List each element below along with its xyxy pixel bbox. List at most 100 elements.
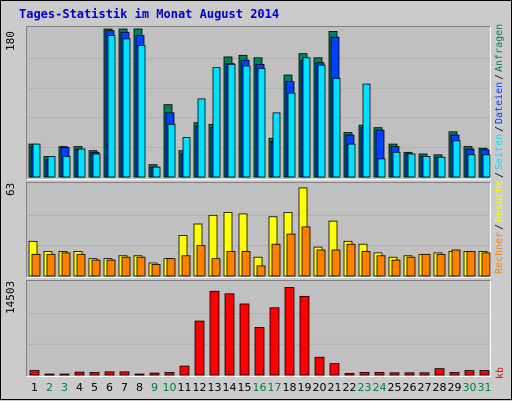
bar-rechner xyxy=(361,251,371,277)
x-tick-label: 5 xyxy=(91,381,98,394)
bar-rechner xyxy=(46,253,56,277)
x-tick-label: 26 xyxy=(402,381,417,394)
bar-rechner xyxy=(436,253,446,277)
bar-kb xyxy=(179,365,190,376)
x-tick-label: 29 xyxy=(447,381,462,394)
bar-seiten xyxy=(377,158,386,178)
x-tick-label: 24 xyxy=(372,381,387,394)
bar-rechner xyxy=(196,245,206,277)
bar-rechner xyxy=(226,251,236,277)
bar-rechner xyxy=(61,252,71,277)
bar-seiten xyxy=(167,123,176,178)
x-tick-label: 16 xyxy=(252,381,267,394)
bar-seiten xyxy=(362,83,371,178)
bar-kb xyxy=(209,290,220,376)
bar-seiten xyxy=(347,143,356,178)
x-tick-label: 23 xyxy=(357,381,372,394)
bar-kb xyxy=(434,368,445,376)
bar-rechner xyxy=(421,253,431,277)
bar-kb xyxy=(449,372,460,376)
bar-seiten xyxy=(107,35,116,178)
bar-seiten xyxy=(77,148,86,178)
bar-rechner xyxy=(406,256,416,277)
bar-rechner xyxy=(76,253,86,277)
bar-kb xyxy=(224,293,235,376)
bar-seiten xyxy=(62,156,71,178)
bar-seiten xyxy=(332,77,341,178)
bar-kb xyxy=(134,373,145,376)
bar-seiten xyxy=(467,154,476,178)
bar-rechner xyxy=(346,243,356,277)
bar-rechner xyxy=(466,251,476,277)
bar-kb xyxy=(464,370,475,376)
x-tick-label: 8 xyxy=(136,381,143,394)
x-tick-label: 22 xyxy=(342,381,357,394)
bar-seiten xyxy=(227,63,236,178)
bar-seiten xyxy=(272,112,281,178)
bar-kb xyxy=(44,373,55,376)
x-tick-label: 19 xyxy=(297,381,312,394)
bar-seiten xyxy=(437,156,446,178)
bar-kb xyxy=(194,320,205,376)
x-tick-label: 2 xyxy=(46,381,53,394)
bar-rechner xyxy=(241,251,251,277)
bar-seiten xyxy=(47,156,56,178)
bar-rechner xyxy=(301,226,311,277)
bar-seiten xyxy=(392,151,401,178)
bar-kb xyxy=(119,371,130,376)
bar-rechner xyxy=(286,233,296,277)
bar-kb xyxy=(374,372,385,376)
x-tick-label: 30 xyxy=(462,381,477,394)
bar-rechner xyxy=(271,243,281,277)
bar-kb xyxy=(314,356,325,376)
x-tick-label: 15 xyxy=(237,381,252,394)
bar-kb xyxy=(329,363,340,376)
bar-seiten xyxy=(317,64,326,178)
x-tick-label: 7 xyxy=(121,381,128,394)
bar-rechner xyxy=(211,258,221,277)
x-tick-label: 11 xyxy=(177,381,192,394)
bar-kb xyxy=(359,372,370,376)
bar-rechner xyxy=(151,264,161,277)
bar-rechner xyxy=(166,258,176,277)
bar-kb xyxy=(254,327,265,376)
x-tick-label: 14 xyxy=(222,381,237,394)
bar-seiten xyxy=(137,45,146,178)
bar-rechner xyxy=(256,265,266,277)
x-tick-label: 1 xyxy=(31,381,38,394)
x-tick-label: 12 xyxy=(192,381,207,394)
bar-seiten xyxy=(482,154,491,178)
bar-kb xyxy=(404,372,415,376)
bar-rechner xyxy=(121,256,131,277)
x-tick-label: 6 xyxy=(106,381,113,394)
bar-seiten xyxy=(152,166,161,178)
bar-rechner xyxy=(376,255,386,277)
bar-kb xyxy=(59,373,70,376)
x-tick-label: 21 xyxy=(327,381,342,394)
x-tick-label: 28 xyxy=(432,381,447,394)
bar-kb xyxy=(149,372,160,376)
bar-rechner xyxy=(391,259,401,277)
bar-rechner xyxy=(181,255,191,277)
bar-seiten xyxy=(92,153,101,178)
bar-rechner xyxy=(481,252,491,277)
x-tick-label: 20 xyxy=(312,381,327,394)
bar-rechner xyxy=(451,249,461,277)
bar-seiten xyxy=(212,67,221,178)
bar-kb xyxy=(239,303,250,376)
bar-kb xyxy=(89,372,100,376)
x-tick-label: 4 xyxy=(76,381,83,394)
bar-kb xyxy=(104,371,115,376)
bar-rechner xyxy=(331,249,341,277)
bar-seiten xyxy=(407,153,416,178)
bar-seiten xyxy=(242,65,251,178)
bar-seiten xyxy=(122,38,131,178)
bar-seiten xyxy=(302,57,311,178)
x-tick-label: 3 xyxy=(61,381,68,394)
x-tick-label: 25 xyxy=(387,381,402,394)
bar-seiten xyxy=(257,68,266,178)
x-tick-label: 9 xyxy=(151,381,158,394)
bar-seiten xyxy=(32,143,41,178)
x-tick-label: 10 xyxy=(162,381,177,394)
bar-seiten xyxy=(197,98,206,178)
